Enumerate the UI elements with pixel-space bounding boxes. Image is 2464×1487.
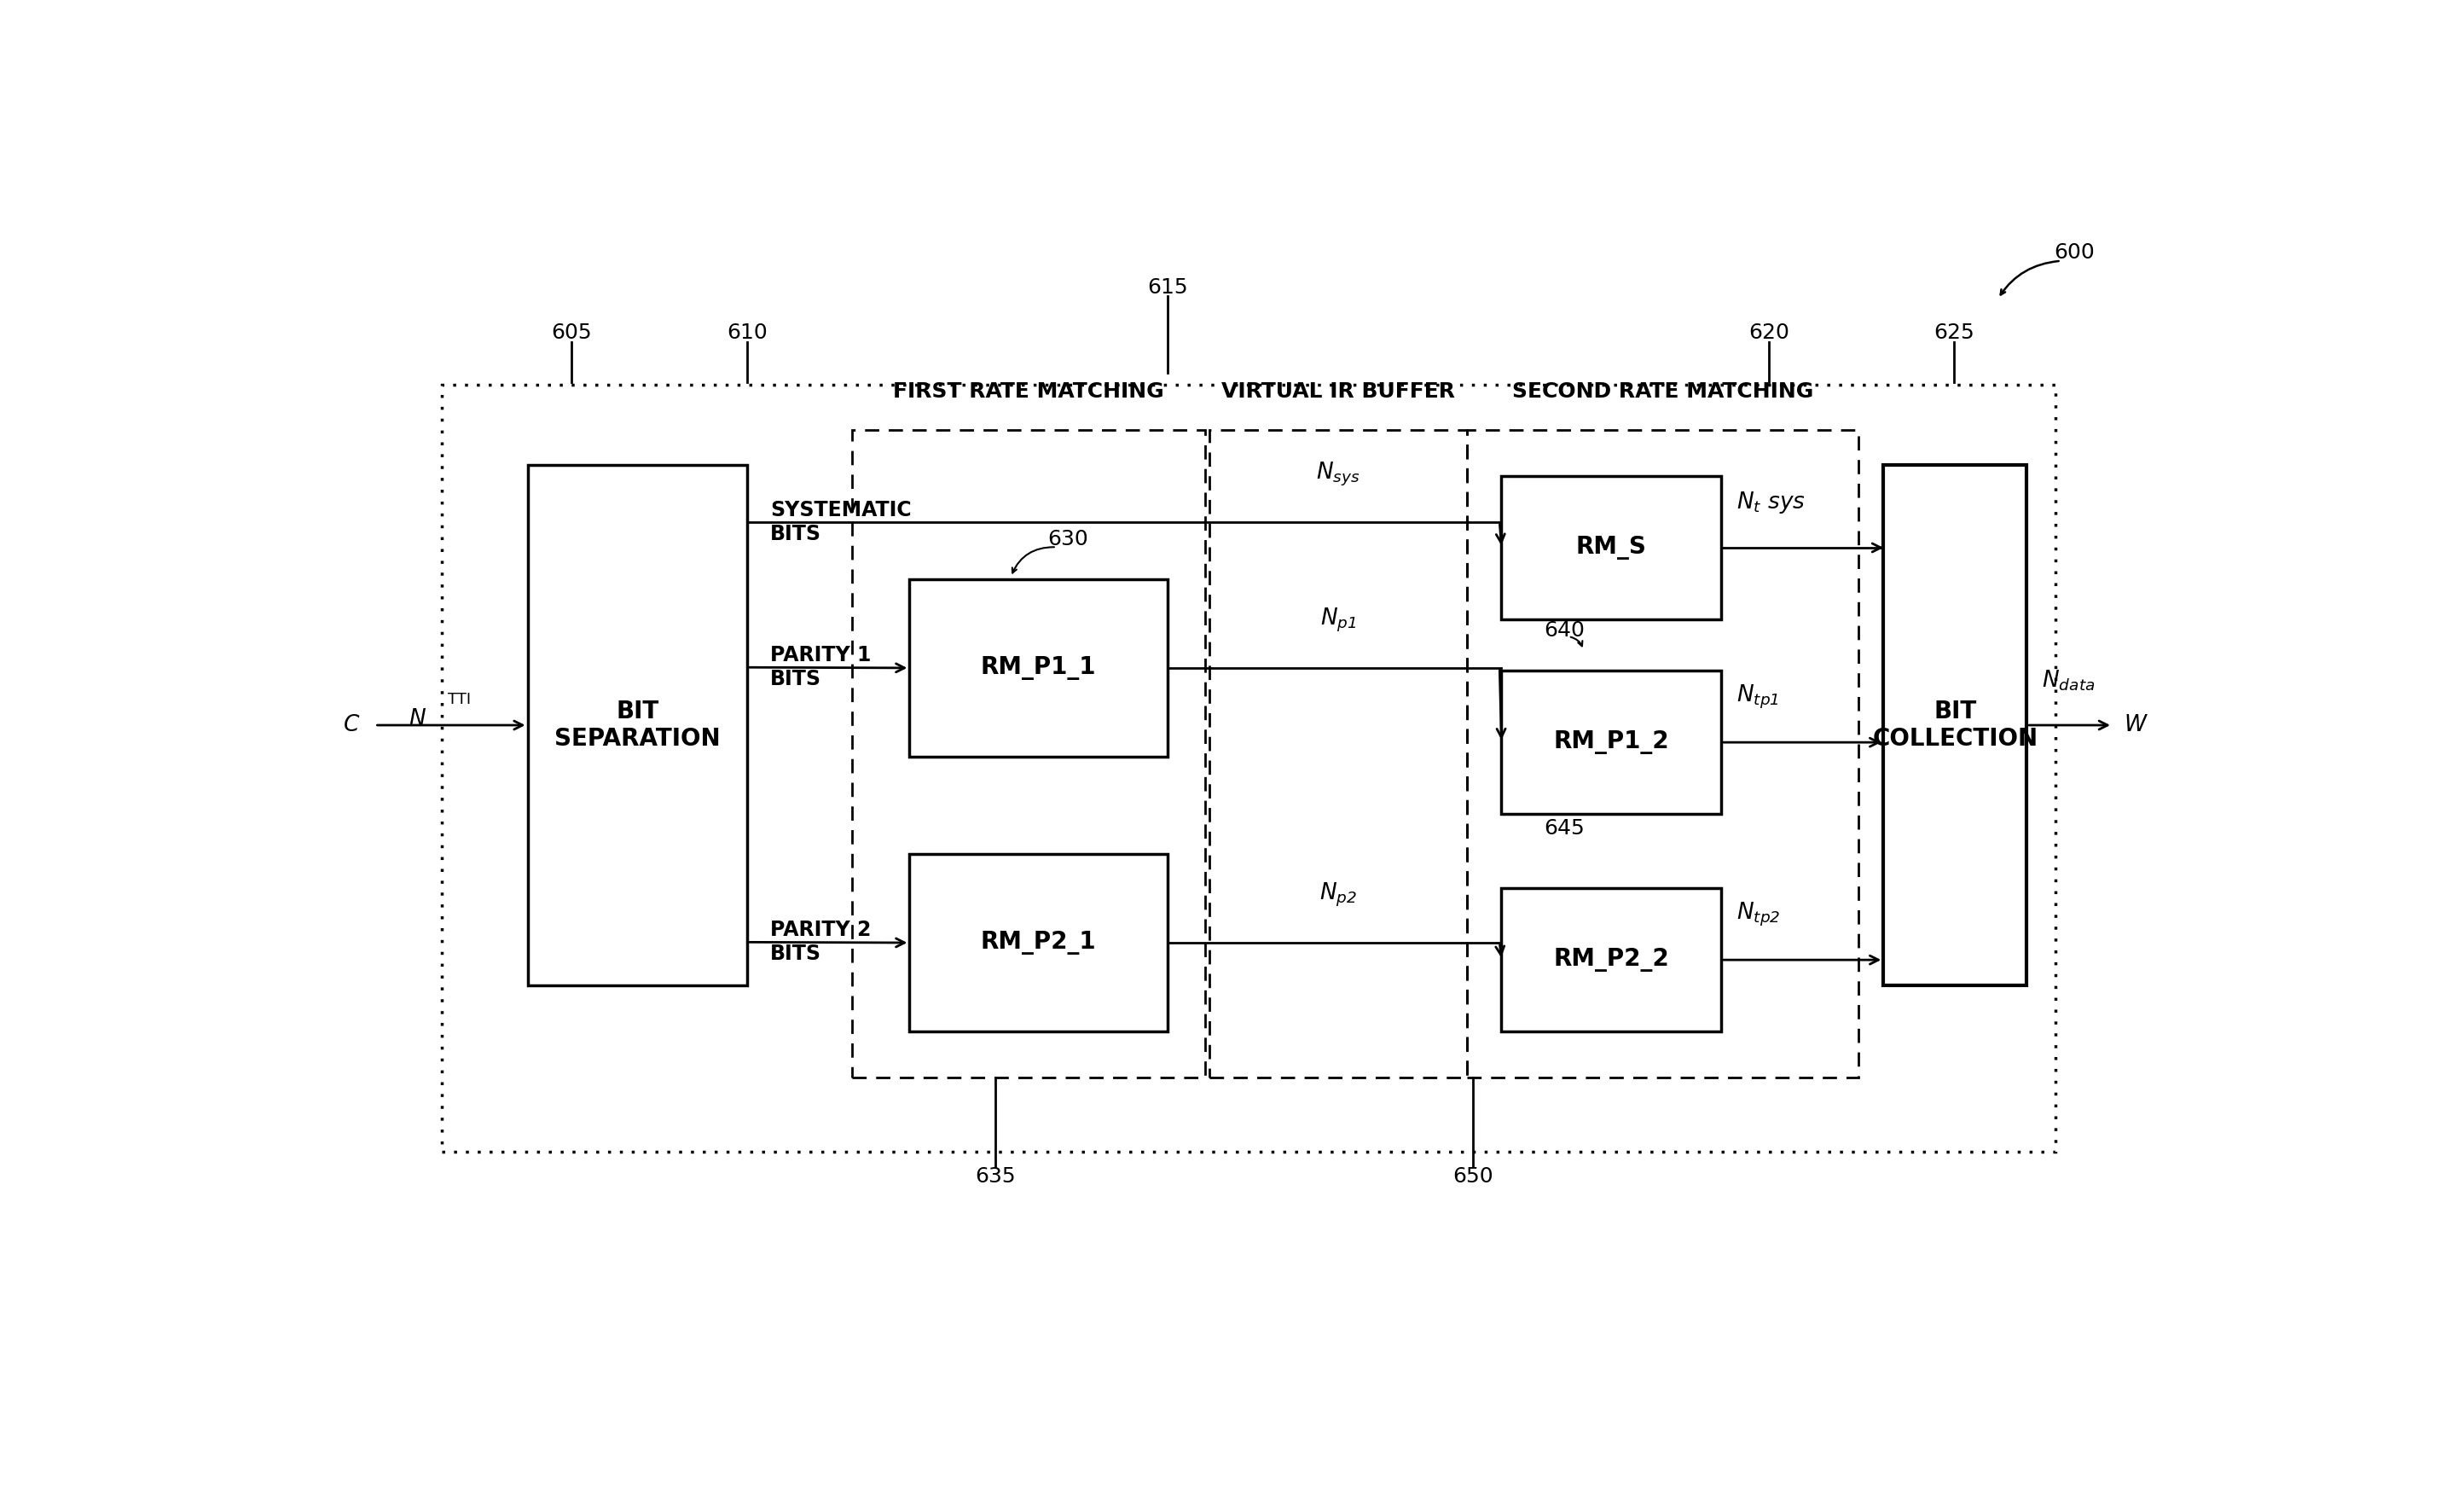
Text: FIRST RATE MATCHING: FIRST RATE MATCHING [894, 381, 1165, 401]
Text: 630: 630 [1047, 529, 1089, 549]
Text: VIRTUAL IR BUFFER: VIRTUAL IR BUFFER [1222, 381, 1456, 401]
Text: W: W [2124, 714, 2146, 736]
Bar [527, 465, 747, 986]
Text: N$_{\mathregular{tp1}}$: N$_{\mathregular{tp1}}$ [1737, 683, 1779, 711]
Text: RM_P1_2: RM_P1_2 [1552, 730, 1668, 754]
Text: BIT
SEPARATION: BIT SEPARATION [554, 699, 719, 751]
Text: RM_P2_1: RM_P2_1 [981, 931, 1096, 955]
Bar [1466, 430, 1858, 1077]
Bar [1501, 671, 1720, 813]
Bar [909, 580, 1168, 757]
Text: 620: 620 [1749, 323, 1789, 343]
Text: RM_P2_2: RM_P2_2 [1552, 947, 1668, 972]
Bar [441, 385, 2055, 1151]
Text: 615: 615 [1148, 277, 1188, 297]
Bar [1882, 465, 2025, 986]
Text: 650: 650 [1454, 1167, 1493, 1187]
Text: 605: 605 [552, 323, 591, 343]
Bar [909, 854, 1168, 1032]
Text: N$_{\mathregular{p2}}$: N$_{\mathregular{p2}}$ [1318, 880, 1358, 909]
Text: PARITY 2
BITS: PARITY 2 BITS [771, 920, 872, 964]
Text: SECOND RATE MATCHING: SECOND RATE MATCHING [1513, 381, 1814, 401]
Text: N: N [409, 708, 426, 730]
Text: TTI: TTI [448, 693, 471, 708]
Text: N$_{\mathregular{t}}$ sys: N$_{\mathregular{t}}$ sys [1737, 491, 1806, 516]
Text: RM_S: RM_S [1577, 535, 1646, 559]
Text: N$_{\mathregular{p1}}$: N$_{\mathregular{p1}}$ [1321, 607, 1355, 633]
Bar [1501, 888, 1720, 1032]
Text: C: C [345, 714, 360, 736]
Text: 625: 625 [1934, 323, 1974, 343]
Bar [1210, 430, 1466, 1077]
Bar [853, 430, 1205, 1077]
Text: N$_{\mathregular{tp2}}$: N$_{\mathregular{tp2}}$ [1737, 900, 1781, 928]
Bar [1501, 476, 1720, 619]
Text: RM_P1_1: RM_P1_1 [981, 656, 1096, 680]
Text: N$_{\mathregular{data}}$: N$_{\mathregular{data}}$ [2043, 669, 2094, 693]
Text: 600: 600 [2055, 242, 2094, 263]
Text: BIT
COLLECTION: BIT COLLECTION [1873, 699, 2038, 751]
Text: 610: 610 [727, 323, 769, 343]
Text: PARITY 1
BITS: PARITY 1 BITS [771, 645, 872, 690]
Text: 640: 640 [1545, 620, 1584, 641]
Text: N$_{\mathregular{sys}}$: N$_{\mathregular{sys}}$ [1316, 459, 1360, 488]
Text: 645: 645 [1545, 818, 1584, 839]
Text: SYSTEMATIC
BITS: SYSTEMATIC BITS [771, 500, 912, 544]
Text: 635: 635 [976, 1167, 1015, 1187]
